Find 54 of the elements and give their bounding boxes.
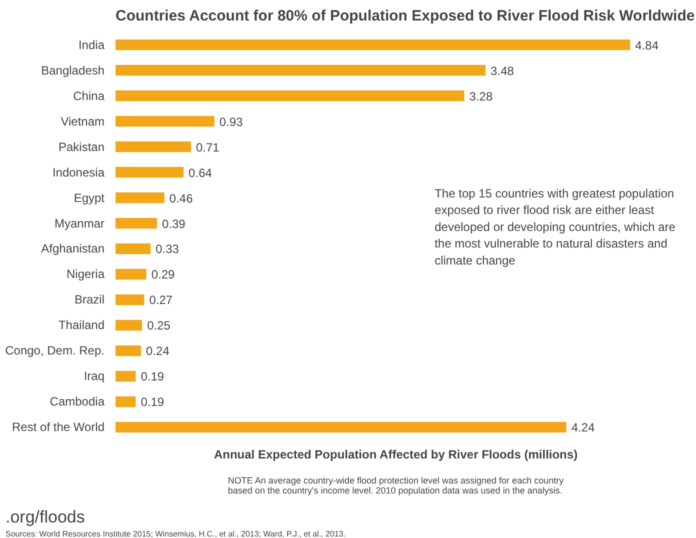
bar xyxy=(116,370,136,382)
data-label: 4.84 xyxy=(635,38,659,52)
data-label: 0.39 xyxy=(162,216,186,231)
bar xyxy=(116,396,136,408)
bar xyxy=(116,39,630,50)
bar xyxy=(116,320,142,331)
text: NOTE An average country-wide flood protection level was assigned for each country based on the country's income level. 2010 population data was used in the analysis. xyxy=(228,476,564,496)
y-tick-label: Rest of the World xyxy=(12,420,104,434)
y-tick-label: Brazil xyxy=(74,292,105,307)
source-note: Sources: World Resources Institute 2015; Winsemius, H.C., et al., 2013; Ward, P.J., et al., 2013. xyxy=(6,530,346,538)
y-tick-label: Egypt xyxy=(74,190,106,205)
data-label: 4.24 xyxy=(571,420,596,435)
data-label: 0.71 xyxy=(196,140,220,154)
annotation: The top 15 countries with greatest population exposed to river flood risk are either least developed or developing countries, which are the most vulnerable to natural disasters and climate change xyxy=(434,186,676,268)
y-tick-label: Indonesia xyxy=(52,165,105,180)
bar xyxy=(116,141,191,152)
bar xyxy=(116,90,464,102)
bar xyxy=(116,268,146,280)
bar xyxy=(116,243,151,254)
data-label: 0.29 xyxy=(151,268,176,282)
data-label: 0.19 xyxy=(140,395,164,410)
y-tick-label: India xyxy=(78,38,105,52)
data-label: 3.48 xyxy=(490,64,514,78)
data-label: 0.33 xyxy=(156,242,180,256)
y-tick-label: China xyxy=(73,88,105,103)
bar xyxy=(116,294,144,306)
y-tick-label: Congo, Dem. Rep. xyxy=(5,344,105,358)
y-tick-label: Thailand xyxy=(58,318,104,332)
y-tick-label: Nigeria xyxy=(66,267,105,282)
y-tick-label: Cambodia xyxy=(50,394,105,409)
data-label: 0.46 xyxy=(169,191,194,206)
x-axis-title: Annual Expected Population Affected by River Floods (millions) xyxy=(214,448,578,462)
data-label: 0.24 xyxy=(146,344,170,358)
data-label: 0.93 xyxy=(219,114,244,129)
data-label: 0.27 xyxy=(149,293,173,308)
bar xyxy=(116,192,164,204)
bar xyxy=(116,345,142,356)
data-label: 3.28 xyxy=(469,89,493,104)
y-tick-label: Myanmar xyxy=(54,216,105,230)
y-tick-label: Iraq xyxy=(84,369,105,384)
bar xyxy=(116,116,214,127)
text: .org/floods xyxy=(6,508,85,526)
y-tick-label: Bangladesh xyxy=(41,63,105,78)
data-label: 0.25 xyxy=(147,318,171,333)
y-tick-label: Afghanistan xyxy=(41,242,105,256)
y-tick-label: Vietnam xyxy=(60,114,105,128)
chart-title: Countries Account for 80% of Population Exposed to River Flood Risk Worldwide xyxy=(116,8,695,24)
y-tick-label: Pakistan xyxy=(58,140,105,154)
bar xyxy=(116,166,184,178)
data-label: 0.64 xyxy=(188,166,212,180)
bar xyxy=(116,218,157,229)
data-label: 0.19 xyxy=(140,370,164,384)
bar xyxy=(116,64,486,76)
bar xyxy=(116,422,566,433)
